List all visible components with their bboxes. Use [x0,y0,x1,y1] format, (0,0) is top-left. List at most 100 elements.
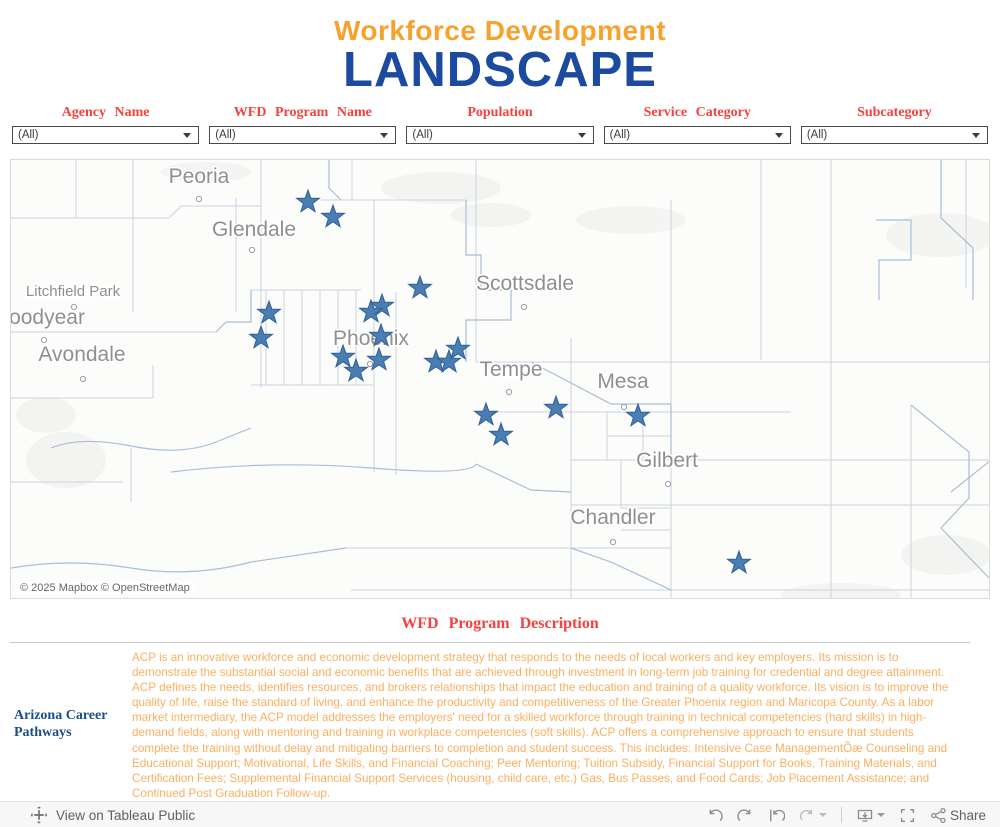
share-label: Share [949,807,986,823]
city-dot [609,538,617,546]
fullscreen-icon [900,808,915,822]
program-location-marker[interactable] [543,394,569,419]
dashboard-title: Workforce Development LANDSCAPE [0,0,1000,105]
program-location-marker[interactable] [366,346,392,371]
city-dot [79,375,87,383]
terrain-shading [16,162,989,598]
share-button[interactable]: Share [930,807,986,824]
city-dot [70,303,78,311]
filter-service-category: Service Category (All) [603,105,791,153]
view-on-tableau-public-label: View on Tableau Public [56,807,196,823]
reset-icon [770,809,785,822]
city-labels-layer: Peoria Glendale Litchfield Park oodyear Avon… [11,164,700,546]
filter-value: (All) [412,129,433,141]
title-line-1: Workforce Development [333,15,667,46]
filter-label: WFD Program Name [233,105,372,120]
city-label: Avondale [38,343,125,366]
city-dot [620,403,628,411]
filter-wfd-program-name: WFD Program Name (All) [209,105,397,153]
download-caret-icon [876,813,885,818]
map-roads [11,160,989,598]
filter-agency-name: Agency Name (All) [12,105,200,153]
city-label: Litchfield Park [26,283,121,300]
filter-subcategory: Subcategory (All) [800,105,989,153]
program-location-marker[interactable] [330,343,356,368]
city-label: oodyear [11,306,85,329]
dropdown-caret-icon [972,132,981,138]
program-location-marker[interactable] [488,421,514,446]
city-label: Tempe [479,358,542,381]
description-divider [10,642,970,643]
program-name: Arizona Career Pathways [14,707,108,740]
program-location-marker[interactable] [256,299,282,324]
city-label: Scottsdale [476,272,574,295]
map-background [11,160,989,598]
city-label: Mesa [597,370,649,393]
filter-dropdown-service-category[interactable]: (All) [603,126,791,144]
program-location-marker[interactable] [248,324,274,349]
map-view[interactable]: Peoria Glendale Litchfield Park oodyear Avon… [10,159,990,599]
program-location-marker[interactable] [473,401,499,426]
program-location-marker[interactable] [295,188,321,213]
filter-value: (All) [18,129,39,141]
share-icon [931,807,946,823]
city-dot [40,336,48,344]
city-dot [505,388,513,396]
description-title: WFD Program Description [401,615,599,632]
program-markers-layer[interactable] [248,188,752,574]
filter-label: Population [467,105,533,120]
filter-label: Service Category [643,105,751,120]
toolbar-actions: Share [706,807,986,824]
dropdown-caret-icon [774,132,783,138]
filter-value: (All) [215,129,236,141]
city-dot [664,480,672,488]
tableau-toolbar: View on Tableau Public [0,800,1000,827]
tableau-logo-icon [31,807,47,824]
fullscreen-button[interactable] [899,807,916,824]
program-location-marker[interactable] [726,549,752,574]
city-label: Glendale [212,218,296,241]
program-location-marker[interactable] [369,292,395,317]
program-location-marker[interactable] [358,298,384,323]
filter-bar: Agency Name (All) WFD Program Name (All)… [0,105,1000,153]
replay-caret-icon [818,813,827,818]
map-canvas[interactable]: Peoria Glendale Litchfield Park oodyear Avon… [11,160,990,599]
replay-button[interactable] [799,807,827,824]
city-dot [366,360,374,368]
city-label: Gilbert [636,449,698,472]
undo-icon [709,809,723,822]
city-dot [195,195,203,203]
program-description-text: ACP is an innovative workforce and econo… [132,651,949,800]
dropdown-caret-icon [380,132,389,138]
replay-icon [799,809,812,821]
program-location-marker[interactable] [368,322,394,347]
download-button[interactable] [856,807,885,824]
filter-population: Population (All) [406,105,594,153]
city-dot [248,246,256,254]
dropdown-caret-icon [183,132,192,138]
filter-label: Agency Name [61,105,150,120]
filter-dropdown-population[interactable]: (All) [406,126,594,144]
city-label: Chandler [570,506,655,529]
redo-icon [737,809,751,822]
redo-button[interactable] [737,807,754,824]
filter-dropdown-agency-name[interactable]: (All) [12,126,200,144]
program-location-marker[interactable] [343,357,369,382]
reset-button[interactable] [768,807,785,824]
program-location-marker[interactable] [407,274,433,299]
program-location-marker[interactable] [436,348,462,373]
description-row: Arizona Career Pathways ACP is an innova… [0,643,1000,801]
filter-dropdown-subcategory[interactable]: (All) [800,126,989,144]
view-on-tableau-public-button[interactable]: View on Tableau Public [30,806,195,824]
filter-label: Subcategory [857,105,932,120]
dropdown-caret-icon [577,132,586,138]
program-location-marker[interactable] [625,402,651,427]
toolbar-divider [840,807,842,824]
filter-dropdown-wfd-program-name[interactable]: (All) [209,126,397,144]
undo-button[interactable] [706,807,723,824]
map-boundaries [11,160,989,591]
title-line-2: LANDSCAPE [343,43,657,97]
program-location-marker[interactable] [445,335,471,360]
program-location-marker[interactable] [320,203,346,228]
